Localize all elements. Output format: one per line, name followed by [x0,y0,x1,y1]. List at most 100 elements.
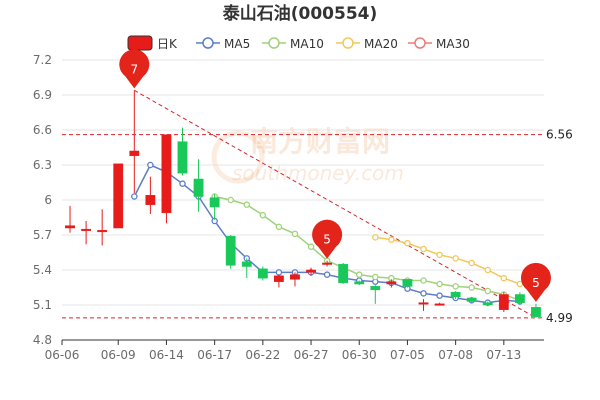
ma20-point [372,234,379,241]
candle-body [338,263,349,284]
ma10-point [259,211,267,219]
ma20-point [484,266,492,274]
legend-ma30-marker [414,37,426,49]
watermark-logo-icon [211,130,265,184]
markers: 7 5 5 [119,49,551,302]
y-tick-label: 4.8 [33,333,52,347]
candle-body [386,281,397,285]
x-tick-label: 06-27 [294,348,329,362]
x-tick-label: 07-05 [390,348,425,362]
ma20-point [436,251,443,259]
watermark: 南方财富网 southmoney.com [211,125,404,185]
x-tick-label: 06-09 [101,348,136,362]
marker-pin [312,219,343,259]
candle-body [241,261,252,267]
candle-body [418,302,429,305]
legend-kline-label[interactable]: 日K [157,37,178,51]
x-tick-label: 06-06 [45,348,80,362]
candle-body [434,303,445,306]
x-tick-label: 07-13 [486,348,521,362]
ma5-point [179,180,186,187]
ma20-point [468,259,475,267]
candle-body [97,230,108,233]
candle-body [354,281,365,285]
ma10-point [484,287,492,295]
ma10-line [214,195,521,302]
marker-label: 7 [130,62,138,76]
x-tick-label: 06-17 [197,348,232,362]
ma10-point [452,283,459,290]
candle-body [129,150,140,156]
candle-body [370,286,381,291]
chart-title: 泰山石油(000554) [223,3,378,24]
candle-body [145,195,156,205]
candle-body [65,225,75,229]
ma10-point [243,201,251,208]
candle-body [225,235,236,266]
legend-ma5-marker [202,37,214,49]
ma20-point [388,236,395,243]
ma10-point [420,277,427,284]
candle-body [113,163,124,229]
candle-body [514,294,525,303]
high-reference-label: 6.56 [546,128,573,142]
ma5-point [420,290,427,297]
y-tick-label: 7.2 [33,53,52,67]
legend-ma5-label[interactable]: MA5 [224,37,250,51]
candle-body [273,275,284,282]
y-tick-label: 5.1 [33,298,52,312]
ma10-point [307,243,315,250]
marker-label: 5 [532,276,540,290]
ma20-point [404,239,411,247]
ma20-point [420,245,427,253]
candle-body [466,297,477,302]
x-tick-label: 06-14 [149,348,184,362]
marker-label: 5 [323,233,331,247]
candle-body [450,291,461,298]
legend-ma20-marker [342,37,354,49]
ma10-point [468,284,475,291]
y-tick-label: 5.7 [33,228,52,242]
ma10-point [291,230,299,238]
ma5-point [436,292,443,299]
candle-body [209,197,220,208]
y-tick-label: 5.4 [33,263,52,277]
candle-body [498,294,509,310]
candle-body [322,262,333,265]
y-axis: 4.8 5.1 5.4 5.7 6 6.3 6.6 6.9 7.2 [33,53,52,347]
ma10-point [372,273,379,281]
y-tick-label: 6.3 [33,158,52,172]
ma10-point [275,223,283,231]
ma5-point [275,269,283,276]
ma20-line [375,236,521,285]
ma20-point [500,274,508,282]
ma5-point [323,271,331,278]
ma5-point [131,193,138,200]
legend-ma10-label[interactable]: MA10 [290,37,324,51]
legend-ma20-label[interactable]: MA20 [364,37,398,51]
marker-pin [520,262,551,302]
candles [65,90,541,318]
ma10-point [355,271,363,278]
ma10-point [436,280,443,288]
y-tick-label: 6.6 [33,123,52,137]
x-tick-label: 06-22 [245,348,280,362]
candle-body [402,279,413,287]
x-tick-label: 06-30 [342,348,377,362]
ma20-point [452,255,459,262]
candle-body [257,268,268,279]
legend-ma30-label[interactable]: MA30 [436,37,470,51]
x-axis: 06-06 06-09 06-14 06-17 06-22 06-27 06-30 07-05… [45,339,544,362]
candle-body [81,228,92,231]
legend-ma10-marker [268,37,280,49]
candle-body [482,302,493,306]
legend-kline-swatch [127,35,153,51]
legend[interactable]: 日K MA5 MA10 MA20 MA30 [127,35,470,51]
reference-lines: 6.56 4.99 [62,89,573,325]
low-reference-label: 4.99 [546,311,573,325]
candle-body [531,307,541,317]
candle-body [306,269,316,273]
ma5-point [147,161,154,169]
candle-body [177,141,188,174]
